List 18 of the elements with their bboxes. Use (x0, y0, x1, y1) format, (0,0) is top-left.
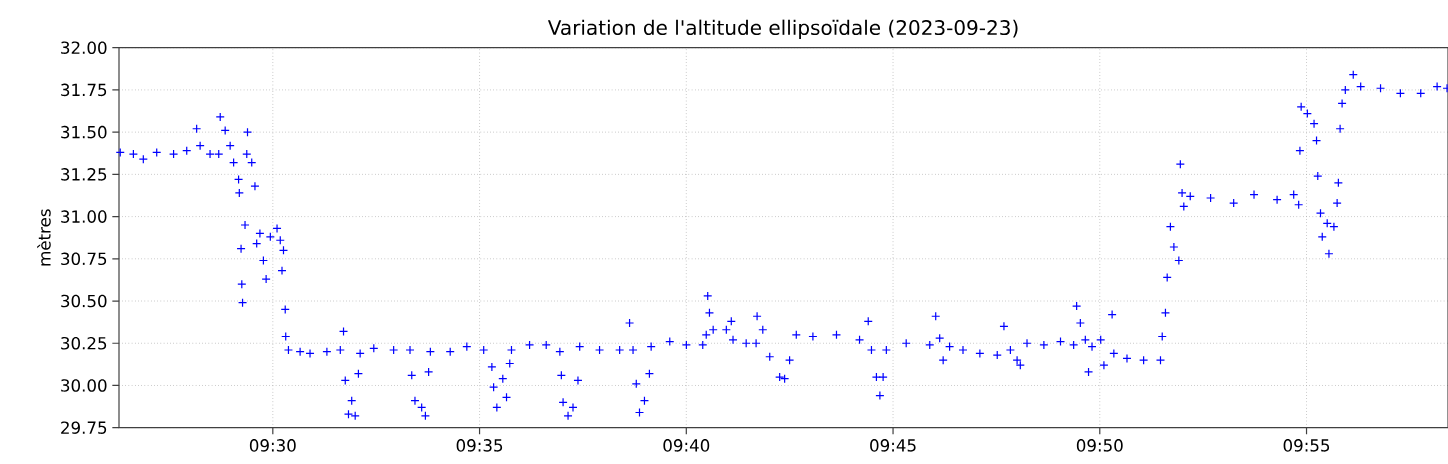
y-tick-label: 30.75 (61, 252, 107, 266)
y-tick-label: 31.75 (61, 83, 107, 97)
x-tick-label: 09:50 (1076, 439, 1123, 452)
x-tick-label: 09:30 (249, 439, 296, 452)
x-tick-label: 09:35 (456, 439, 503, 452)
y-tick-label: 31.50 (61, 125, 107, 139)
y-tick-label: 31.25 (61, 168, 107, 181)
x-tick-label: 09:55 (1283, 439, 1330, 452)
y-tick-label: 30.00 (61, 379, 107, 392)
y-tick-label: 30.25 (61, 336, 107, 350)
x-tick-label: 09:45 (870, 439, 916, 452)
x-tick-label: 09:40 (663, 439, 710, 452)
y-axis-title: mètres (37, 209, 51, 266)
y-tick-label: 31.00 (61, 210, 107, 223)
y-tick-label: 29.75 (61, 421, 107, 434)
chart-title: Variation de l'altitude ellipsoïdale (2023-09-23) (547, 19, 1018, 39)
y-tick-label: 32.00 (61, 41, 107, 54)
y-tick-label: 30.50 (61, 294, 107, 308)
